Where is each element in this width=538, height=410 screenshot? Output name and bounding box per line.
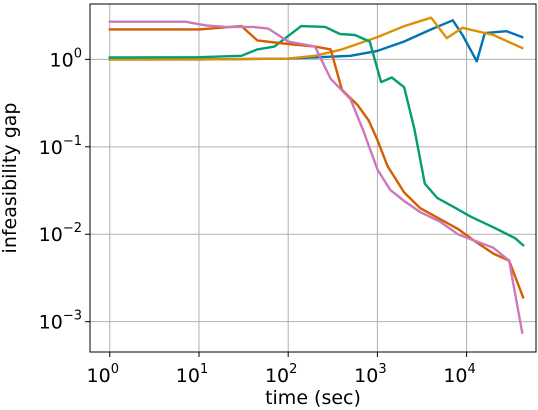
x-axis-label: time (sec) [265,387,361,409]
y-tick-label: 10−1 [39,134,82,159]
y-tick-label: 10−3 [39,309,82,334]
series-group [108,16,525,334]
series-line-3 [108,24,525,247]
plot-frame [89,3,537,353]
series-line-5 [108,20,524,334]
y-axis-label: infeasibility gap [0,103,21,254]
x-tick-label: 104 [443,362,475,387]
x-tick-label: 100 [87,362,119,387]
y-tick-label: 10−2 [39,221,82,246]
y-tick-label: 100 [50,46,82,71]
plot-area [90,4,536,352]
ticks: 100 101 102 103 104 100 10−1 10−2 10−3 [39,46,476,387]
series-line-2 [108,16,524,61]
x-tick-label: 101 [176,362,208,387]
x-tick-label: 103 [354,362,386,387]
x-tick-label: 102 [265,362,297,387]
